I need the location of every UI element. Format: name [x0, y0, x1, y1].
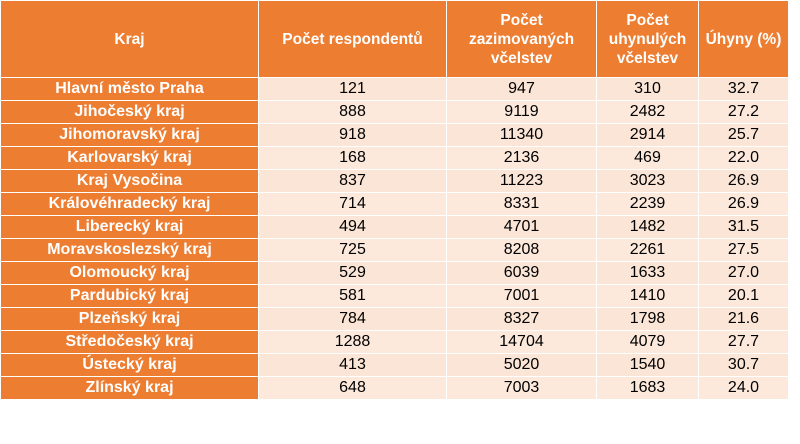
wintered-cell: 6039: [446, 261, 597, 285]
loss-percent-cell: 24.0: [698, 376, 789, 400]
respondents-cell: 888: [258, 100, 447, 124]
respondents-cell: 714: [258, 192, 447, 216]
wintered-cell: 7003: [446, 376, 597, 400]
respondents-cell: 837: [258, 169, 447, 193]
dead-cell: 1482: [596, 215, 699, 239]
respondents-cell: 784: [258, 307, 447, 331]
dead-cell: 469: [596, 146, 699, 170]
region-cell: Liberecký kraj: [0, 215, 259, 239]
dead-cell: 2239: [596, 192, 699, 216]
dead-cell: 1540: [596, 353, 699, 377]
region-cell: Královéhradecký kraj: [0, 192, 259, 216]
region-cell: Hlavní město Praha: [0, 77, 259, 101]
loss-percent-cell: 20.1: [698, 284, 789, 308]
wintered-cell: 8208: [446, 238, 597, 262]
dead-cell: 1410: [596, 284, 699, 308]
header-respondents: Počet respondentů: [258, 0, 447, 78]
dead-cell: 1798: [596, 307, 699, 331]
wintered-cell: 7001: [446, 284, 597, 308]
respondents-cell: 918: [258, 123, 447, 147]
table-row: Jihomoravský kraj 918 11340 2914 25.7: [0, 123, 789, 147]
loss-percent-cell: 31.5: [698, 215, 789, 239]
region-cell: Ústecký kraj: [0, 353, 259, 377]
respondents-cell: 1288: [258, 330, 447, 354]
dead-cell: 1683: [596, 376, 699, 400]
wintered-cell: 14704: [446, 330, 597, 354]
wintered-cell: 11223: [446, 169, 597, 193]
loss-percent-cell: 27.5: [698, 238, 789, 262]
wintered-cell: 11340: [446, 123, 597, 147]
wintered-cell: 8327: [446, 307, 597, 331]
loss-percent-cell: 22.0: [698, 146, 789, 170]
respondents-cell: 494: [258, 215, 447, 239]
wintered-cell: 947: [446, 77, 597, 101]
wintered-cell: 5020: [446, 353, 597, 377]
table-row: Zlínský kraj 648 7003 1683 24.0: [0, 376, 789, 400]
loss-percent-cell: 27.0: [698, 261, 789, 285]
dead-cell: 2261: [596, 238, 699, 262]
table-row: Moravskoslezský kraj 725 8208 2261 27.5: [0, 238, 789, 262]
region-cell: Pardubický kraj: [0, 284, 259, 308]
region-cell: Středočeský kraj: [0, 330, 259, 354]
wintered-cell: 9119: [446, 100, 597, 124]
loss-percent-cell: 21.6: [698, 307, 789, 331]
respondents-cell: 648: [258, 376, 447, 400]
dead-cell: 2914: [596, 123, 699, 147]
region-cell: Kraj Vysočina: [0, 169, 259, 193]
loss-percent-cell: 26.9: [698, 169, 789, 193]
header-dead-colonies: Počet uhynulých včelstev: [596, 0, 699, 78]
table-row: Středočeský kraj 1288 14704 4079 27.7: [0, 330, 789, 354]
respondents-cell: 725: [258, 238, 447, 262]
respondents-cell: 121: [258, 77, 447, 101]
table-row: Karlovarský kraj 168 2136 469 22.0: [0, 146, 789, 170]
region-cell: Jihočeský kraj: [0, 100, 259, 124]
dead-cell: 310: [596, 77, 699, 101]
loss-percent-cell: 26.9: [698, 192, 789, 216]
loss-percent-cell: 27.2: [698, 100, 789, 124]
respondents-cell: 581: [258, 284, 447, 308]
respondents-cell: 413: [258, 353, 447, 377]
dead-cell: 4079: [596, 330, 699, 354]
respondents-cell: 168: [258, 146, 447, 170]
region-cell: Plzeňský kraj: [0, 307, 259, 331]
loss-percent-cell: 32.7: [698, 77, 789, 101]
wintered-cell: 8331: [446, 192, 597, 216]
table-row: Královéhradecký kraj 714 8331 2239 26.9: [0, 192, 789, 216]
table-row: Jihočeský kraj 888 9119 2482 27.2: [0, 100, 789, 124]
wintered-cell: 2136: [446, 146, 597, 170]
header-loss-percent: Úhyny (%): [698, 0, 789, 78]
dead-cell: 1633: [596, 261, 699, 285]
table-row: Liberecký kraj 494 4701 1482 31.5: [0, 215, 789, 239]
table-row: Ústecký kraj 413 5020 1540 30.7: [0, 353, 789, 377]
respondents-cell: 529: [258, 261, 447, 285]
table-row: Hlavní město Praha 121 947 310 32.7: [0, 77, 789, 101]
losses-table: Kraj Počet respondentů Počet zazimovanýc…: [0, 0, 789, 400]
region-cell: Olomoucký kraj: [0, 261, 259, 285]
wintered-cell: 4701: [446, 215, 597, 239]
loss-percent-cell: 30.7: [698, 353, 789, 377]
region-cell: Karlovarský kraj: [0, 146, 259, 170]
dead-cell: 2482: [596, 100, 699, 124]
region-cell: Zlínský kraj: [0, 376, 259, 400]
header-row: Kraj Počet respondentů Počet zazimovanýc…: [0, 0, 789, 78]
table-body: Hlavní město Praha 121 947 310 32.7 Jihočeský…: [0, 77, 789, 400]
table-row: Kraj Vysočina 837 11223 3023 26.9: [0, 169, 789, 193]
header-wintered-colonies: Počet zazimovaných včelstev: [446, 0, 597, 78]
region-cell: Jihomoravský kraj: [0, 123, 259, 147]
dead-cell: 3023: [596, 169, 699, 193]
table-row: Olomoucký kraj 529 6039 1633 27.0: [0, 261, 789, 285]
table-row: Plzeňský kraj 784 8327 1798 21.6: [0, 307, 789, 331]
table-row: Pardubický kraj 581 7001 1410 20.1: [0, 284, 789, 308]
header-region: Kraj: [0, 0, 259, 78]
region-cell: Moravskoslezský kraj: [0, 238, 259, 262]
loss-percent-cell: 27.7: [698, 330, 789, 354]
loss-percent-cell: 25.7: [698, 123, 789, 147]
